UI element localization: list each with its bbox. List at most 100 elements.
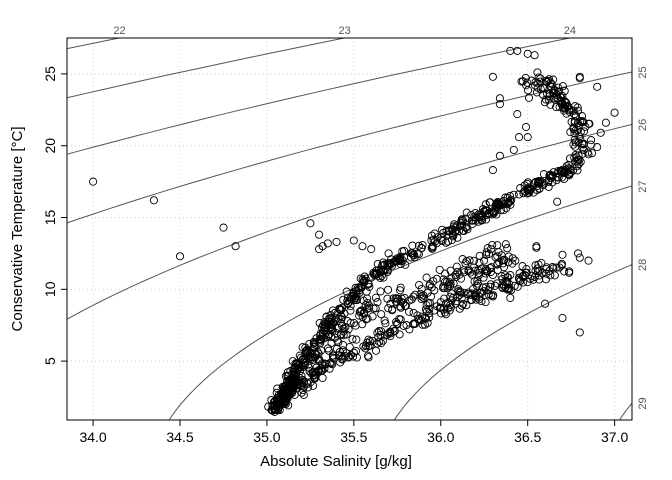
data-point xyxy=(337,315,346,324)
data-point xyxy=(465,256,474,265)
data-point xyxy=(503,244,512,253)
y-tick-label: 5 xyxy=(42,357,58,365)
data-point xyxy=(543,78,552,87)
data-point xyxy=(508,259,517,268)
data-point xyxy=(481,283,490,292)
data-point xyxy=(504,198,513,207)
data-point xyxy=(344,325,353,334)
data-point xyxy=(596,128,605,137)
grid-lines xyxy=(67,38,632,420)
data-point xyxy=(323,344,333,353)
data-point xyxy=(329,318,338,327)
data-point xyxy=(593,82,602,91)
data-point xyxy=(478,212,487,221)
y-tick-label: 25 xyxy=(42,66,58,82)
data-point xyxy=(464,265,473,274)
data-point xyxy=(409,308,418,317)
data-point xyxy=(348,335,357,344)
data-point xyxy=(489,207,498,216)
data-point xyxy=(575,253,584,262)
data-point xyxy=(531,177,541,186)
data-point xyxy=(483,267,492,276)
data-point xyxy=(495,94,504,103)
data-point xyxy=(539,170,548,179)
data-point xyxy=(380,316,389,325)
isopycnal-25 xyxy=(67,71,632,224)
data-point xyxy=(469,216,478,225)
data-point xyxy=(383,267,392,276)
data-point xyxy=(437,233,446,242)
data-point xyxy=(514,190,524,199)
data-point xyxy=(583,148,592,157)
data-point xyxy=(543,89,552,98)
data-point xyxy=(416,289,425,299)
data-point xyxy=(579,127,589,136)
data-point xyxy=(523,189,532,198)
data-point xyxy=(457,215,467,224)
data-point xyxy=(373,259,382,269)
data-point xyxy=(468,285,477,294)
data-point xyxy=(374,333,383,342)
data-point xyxy=(297,388,306,397)
data-point xyxy=(524,93,534,102)
data-point xyxy=(334,314,343,323)
data-point xyxy=(304,363,313,372)
data-point xyxy=(534,73,543,82)
data-point xyxy=(400,293,409,302)
data-point xyxy=(457,221,467,230)
y-tick-label: 20 xyxy=(42,138,58,154)
data-point xyxy=(516,184,525,193)
data-point xyxy=(447,289,456,298)
data-point xyxy=(295,351,304,360)
data-point xyxy=(558,82,567,91)
data-point xyxy=(323,239,332,248)
data-point xyxy=(463,225,472,234)
data-point xyxy=(462,208,471,217)
data-point xyxy=(415,280,424,290)
data-point xyxy=(367,245,376,254)
data-point xyxy=(330,309,339,318)
contour-label: 24 xyxy=(564,25,576,37)
data-point xyxy=(610,108,619,117)
data-point xyxy=(523,78,532,87)
data-point xyxy=(578,149,587,158)
data-point xyxy=(392,317,401,327)
data-point xyxy=(432,239,441,248)
data-point xyxy=(437,309,446,318)
data-point xyxy=(577,112,587,121)
data-point xyxy=(570,135,579,144)
data-point xyxy=(486,267,496,276)
data-point xyxy=(296,363,305,372)
data-point xyxy=(410,319,419,328)
y-tick-label: 15 xyxy=(42,210,58,226)
data-point xyxy=(452,262,461,271)
data-point xyxy=(486,280,495,289)
data-point xyxy=(396,315,405,324)
data-point xyxy=(480,207,489,216)
data-point xyxy=(498,280,507,289)
data-point xyxy=(442,226,451,235)
data-point xyxy=(322,359,331,369)
data-point xyxy=(534,179,543,188)
data-point xyxy=(371,293,380,302)
data-point xyxy=(368,336,377,345)
data-point xyxy=(345,342,354,352)
data-point xyxy=(455,304,464,313)
data-point xyxy=(328,306,337,315)
data-point xyxy=(364,353,373,362)
data-point xyxy=(530,51,539,60)
data-point xyxy=(414,241,423,250)
data-point xyxy=(318,242,327,251)
data-point xyxy=(513,110,522,119)
y-tick-label: 10 xyxy=(42,281,58,297)
data-point xyxy=(315,318,324,328)
data-point xyxy=(320,321,329,330)
data-point xyxy=(573,157,582,166)
data-point xyxy=(523,49,532,58)
data-point xyxy=(369,304,378,313)
data-point xyxy=(388,306,397,315)
data-point xyxy=(348,289,358,298)
data-point xyxy=(316,329,325,338)
data-point xyxy=(310,373,319,382)
data-point xyxy=(538,90,548,99)
